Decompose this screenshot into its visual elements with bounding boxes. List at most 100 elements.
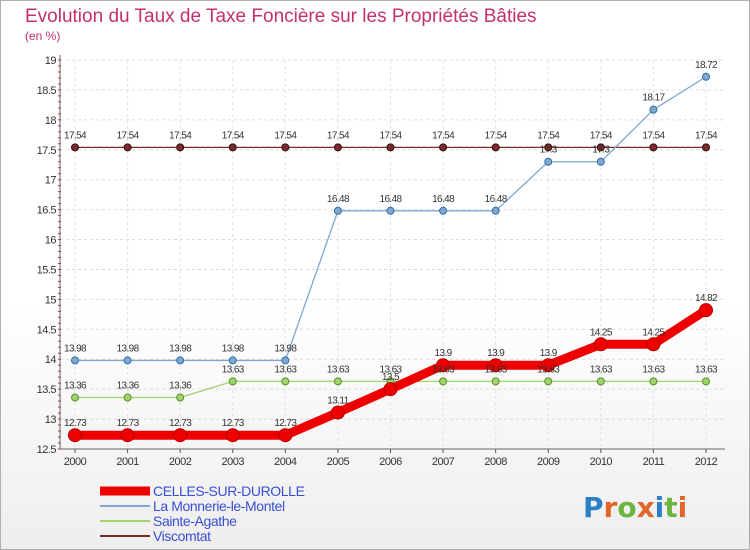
data-label: 17.54 [274,130,297,141]
x-tick-label: 2002 [169,456,192,468]
data-point [225,428,240,443]
data-label: 18.72 [695,60,718,71]
data-point [649,105,658,114]
legend-label-1: La Monnerie-le-Montel [153,498,285,514]
data-label: 13.63 [590,364,613,375]
data-label: 13.63 [642,364,665,375]
data-point [488,358,503,373]
y-tick-label: 12.5 [37,444,57,456]
data-label: 17.54 [537,130,560,141]
data-label: 18.17 [642,93,665,104]
data-label: 13.5 [382,372,400,383]
data-label: 13.63 [485,364,508,375]
data-label: 13.36 [169,381,192,392]
data-point [649,143,658,152]
data-point [176,356,185,365]
data-label: 13.9 [540,348,558,359]
chart-title: Evolution du Taux de Taxe Foncière sur l… [25,6,537,27]
data-point [123,143,132,152]
data-label: 17.3 [540,145,558,156]
data-point [383,382,398,397]
y-tick-label: 14.5 [37,324,57,336]
data-point [333,143,342,152]
x-tick-label: 2011 [643,456,665,468]
data-point [333,206,342,215]
x-tick-label: 2008 [484,456,507,468]
data-point [386,143,395,152]
data-point [123,356,132,365]
data-point [702,143,710,152]
data-label: 14.82 [695,293,718,304]
data-label: 17.54 [485,130,508,141]
x-tick-label: 2005 [327,456,350,468]
data-point [123,393,132,402]
data-point [436,358,451,373]
data-label: 17.54 [590,130,613,141]
data-point [491,206,500,215]
data-point [228,356,237,365]
y-tick-label: 13.5 [37,384,57,396]
data-label: 16.48 [485,194,508,205]
data-label: 12.73 [274,418,297,429]
y-tick-label: 18 [45,115,57,127]
data-point [491,143,500,152]
x-tick-label: 2006 [379,456,402,468]
data-label: 13.63 [537,364,560,375]
y-tick-label: 16 [45,235,57,247]
data-point [176,143,185,152]
x-tick-label: 2012 [695,456,718,468]
data-point [544,377,553,386]
x-tick-label: 2007 [432,456,455,468]
y-tick-label: 17.5 [37,145,57,157]
data-point [699,303,713,318]
logo-letter: x [637,491,655,524]
legend-label-2: Sainte-Agathe [153,513,237,529]
legend-label-3: Viscomtat [153,528,211,544]
data-point [646,337,661,352]
data-point [596,377,605,386]
data-label: 13.98 [222,343,245,354]
y-tick-label: 17 [45,175,57,187]
data-point [596,157,605,166]
data-label: 13.63 [695,364,718,375]
data-point [333,377,342,386]
y-tick-label: 18.5 [37,85,57,97]
data-label: 17.3 [592,145,610,156]
data-label: 13.98 [169,343,192,354]
data-label: 13.36 [117,381,140,392]
y-tick-label: 19 [45,55,57,67]
proxiti-logo: Proxiti [583,491,687,524]
data-point [439,143,448,152]
data-label: 13.98 [274,343,297,354]
y-tick-label: 13 [45,414,57,426]
logo-letter: i [678,491,688,524]
data-point [491,377,500,386]
data-label: 16.48 [432,194,455,205]
logo-letter: r [604,491,618,524]
data-point [702,72,710,81]
x-tick-label: 2004 [274,456,297,468]
data-label: 12.73 [169,418,192,429]
data-label: 14.25 [642,327,665,338]
data-label: 13.63 [222,364,245,375]
data-label: 13.98 [64,343,87,354]
data-point [439,206,448,215]
data-point [541,358,556,373]
data-point [281,143,290,152]
data-point [176,393,185,402]
data-label: 13.63 [432,364,455,375]
axes: 12.5 13 13.5 14 14.5 15 15.5 16 16.5 17 17.5 18 18.5… [37,55,725,468]
data-point [278,428,293,443]
logo-letter: t [664,491,677,524]
data-label: 12.73 [222,418,245,429]
data-label: 12.73 [64,418,87,429]
data-label: 13.63 [379,364,402,375]
data-label: 17.54 [695,130,718,141]
y-axis-label: (en %) [25,29,60,43]
data-label: 17.54 [327,130,350,141]
data-label: 17.54 [169,130,192,141]
data-point [281,356,290,365]
